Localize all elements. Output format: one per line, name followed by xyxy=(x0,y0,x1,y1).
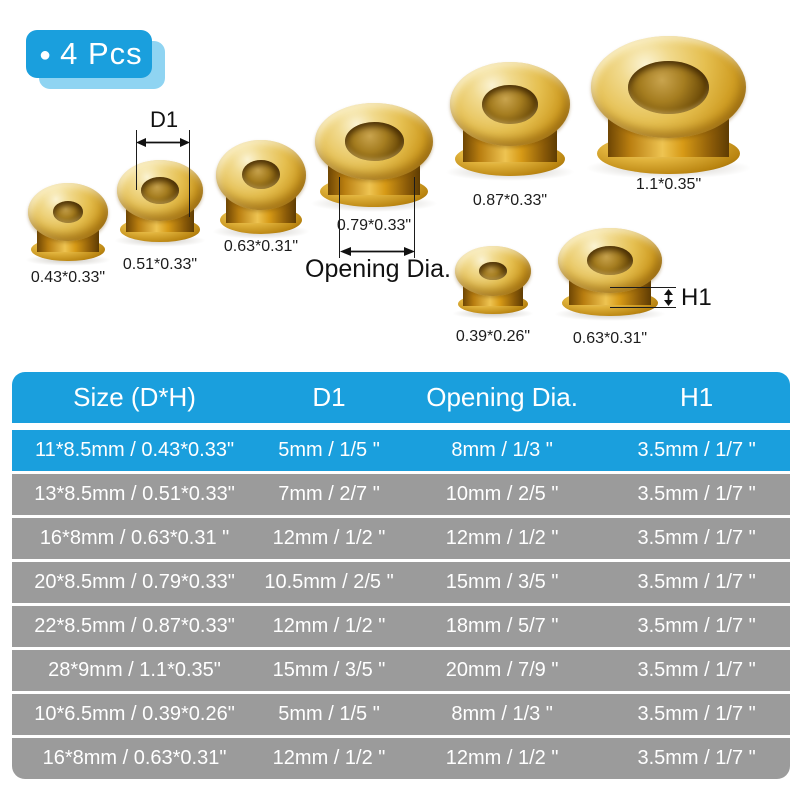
table-row: 13*8.5mm / 0.51*0.33" 7mm / 2/7 " 10mm /… xyxy=(12,474,790,515)
cell-h1: 3.5mm / 1/7 " xyxy=(637,615,756,637)
cell-size: 16*8mm / 0.63*0.31" xyxy=(42,747,227,769)
h1-label: H1 xyxy=(681,284,712,311)
cell-h1: 3.5mm / 1/7 " xyxy=(637,571,756,593)
cell-size: 10*6.5mm / 0.39*0.26" xyxy=(34,703,235,725)
table-row: 16*8mm / 0.63*0.31" 12mm / 1/2 " 12mm / … xyxy=(12,738,790,779)
grommet-hole xyxy=(479,262,507,281)
grommet-photo-6: 1.1*0.35" xyxy=(584,36,753,193)
cell-opening: 10mm / 2/5 " xyxy=(445,483,559,505)
badge-face: ● 4 Pcs xyxy=(26,30,152,78)
grommet-photo-1: 0.43*0.33" xyxy=(24,183,112,286)
cell-size: 13*8.5mm / 0.51*0.33" xyxy=(34,483,235,505)
cell-size: 28*9mm / 1.1*0.35" xyxy=(48,659,221,681)
grommet-hole xyxy=(587,246,633,275)
opening-extension-line-right xyxy=(414,177,415,258)
table-row: 10*6.5mm / 0.39*0.26" 5mm / 1/5 " 8mm / … xyxy=(12,694,790,735)
cell-h1: 3.5mm / 1/7 " xyxy=(637,439,756,461)
cell-opening: 20mm / 7/9 " xyxy=(445,659,559,681)
h1-reference-line-top xyxy=(610,287,676,288)
grommet-photo-8: 0.63*0.31" xyxy=(553,228,667,347)
grommet-ring xyxy=(28,183,108,241)
grommet-hole xyxy=(628,60,709,114)
grommet-photo-4: 0.79*0.33" xyxy=(310,103,438,234)
d1-extension-line-right xyxy=(189,130,190,217)
cell-size: 20*8.5mm / 0.79*0.33" xyxy=(34,571,235,593)
grommet-photo-5: 0.87*0.33" xyxy=(445,62,575,209)
grommet-hole xyxy=(141,176,179,204)
cell-d1: 12mm / 1/2 " xyxy=(272,747,386,769)
header-size: Size (D*H) xyxy=(73,382,196,412)
table-row: 20*8.5mm / 0.79*0.33" 10.5mm / 2/5 " 15m… xyxy=(12,562,790,603)
cell-d1: 7mm / 2/7 " xyxy=(278,483,380,505)
cell-opening: 12mm / 1/2 " xyxy=(445,747,559,769)
cell-size: 22*8.5mm / 0.87*0.33" xyxy=(34,615,235,637)
spec-table: Size (D*H) D1 Opening Dia. H1 11*8.5mm /… xyxy=(12,372,790,779)
table-row: 22*8.5mm / 0.87*0.33" 12mm / 1/2 " 18mm … xyxy=(12,606,790,647)
grommet-ring xyxy=(117,160,203,221)
grommet-ring xyxy=(558,228,662,294)
cell-d1: 12mm / 1/2 " xyxy=(272,527,386,549)
cell-h1: 3.5mm / 1/7 " xyxy=(637,703,756,725)
h1-dimension-arrow-icon xyxy=(664,289,673,306)
cell-d1: 10.5mm / 2/5 " xyxy=(264,571,394,593)
cell-d1: 5mm / 1/5 " xyxy=(278,703,380,725)
table-row: 16*8mm / 0.63*0.31 " 12mm / 1/2 " 12mm /… xyxy=(12,518,790,559)
badge-label: 4 Pcs xyxy=(60,36,143,71)
cell-h1: 3.5mm / 1/7 " xyxy=(637,527,756,549)
opening-dia-label: Opening Dia. xyxy=(305,255,451,283)
grommet-size-label: 0.87*0.33" xyxy=(472,192,548,209)
opening-dimension-arrow-icon xyxy=(340,247,415,256)
h1-reference-line-bottom xyxy=(610,307,676,308)
grommet-ring xyxy=(591,36,746,139)
cell-d1: 5mm / 1/5 " xyxy=(278,439,380,461)
grommet-hole xyxy=(482,84,538,124)
cell-opening: 12mm / 1/2 " xyxy=(445,527,559,549)
grommet-hole xyxy=(242,160,280,190)
cell-d1: 12mm / 1/2 " xyxy=(272,615,386,637)
cell-opening: 8mm / 1/3 " xyxy=(451,439,553,461)
table-row: 11*8.5mm / 0.43*0.33" 5mm / 1/5 " 8mm / … xyxy=(12,430,790,471)
cell-opening: 18mm / 5/7 " xyxy=(445,615,559,637)
grommet-ring xyxy=(450,62,570,147)
cell-h1: 3.5mm / 1/7 " xyxy=(637,747,756,769)
grommet-photo-2: 0.51*0.33" xyxy=(113,160,207,273)
d1-label: D1 xyxy=(150,107,179,132)
header-opening-dia: Opening Dia. xyxy=(426,382,578,412)
grommet-size-label: 1.1*0.35" xyxy=(635,176,702,193)
grommet-photo-3: 0.63*0.31" xyxy=(212,140,310,255)
grommet-hole xyxy=(52,200,84,223)
grommet-ring xyxy=(455,246,531,297)
cell-h1: 3.5mm / 1/7 " xyxy=(637,659,756,681)
d1-dimension-arrow-icon xyxy=(136,138,190,147)
cell-size: 16*8mm / 0.63*0.31 " xyxy=(39,527,230,549)
bullet-icon: ● xyxy=(39,44,53,66)
d1-extension-line-left xyxy=(136,130,137,190)
table-header-row: Size (D*H) D1 Opening Dia. H1 xyxy=(12,372,790,423)
grommet-size-label: 0.79*0.33" xyxy=(336,217,412,234)
grommet-photo-7: 0.39*0.26" xyxy=(451,246,535,345)
cell-d1: 15mm / 3/5 " xyxy=(272,659,386,681)
grommet-size-label: 0.43*0.33" xyxy=(30,269,106,286)
grommet-size-label: 0.51*0.33" xyxy=(122,256,198,273)
grommet-size-label: 0.63*0.31" xyxy=(572,330,648,347)
photo-area: ● 4 Pcs 0.43*0.33" 0.51*0.33" 0.63*0.31"… xyxy=(0,0,800,372)
quantity-badge: ● 4 Pcs xyxy=(26,30,168,90)
grommet-size-label: 0.39*0.26" xyxy=(455,328,531,345)
grommet-ring xyxy=(315,103,433,180)
cell-opening: 15mm / 3/5 " xyxy=(445,571,559,593)
cell-opening: 8mm / 1/3 " xyxy=(451,703,553,725)
grommet-size-label: 0.63*0.31" xyxy=(223,238,299,255)
header-d1: D1 xyxy=(312,382,346,412)
table-row: 28*9mm / 1.1*0.35" 15mm / 3/5 " 20mm / 7… xyxy=(12,650,790,691)
header-h1: H1 xyxy=(679,382,714,412)
cell-h1: 3.5mm / 1/7 " xyxy=(637,483,756,505)
grommet-ring xyxy=(216,140,306,210)
grommet-hole xyxy=(344,122,404,161)
cell-size: 11*8.5mm / 0.43*0.33" xyxy=(34,439,235,461)
opening-extension-line-left xyxy=(339,177,340,258)
